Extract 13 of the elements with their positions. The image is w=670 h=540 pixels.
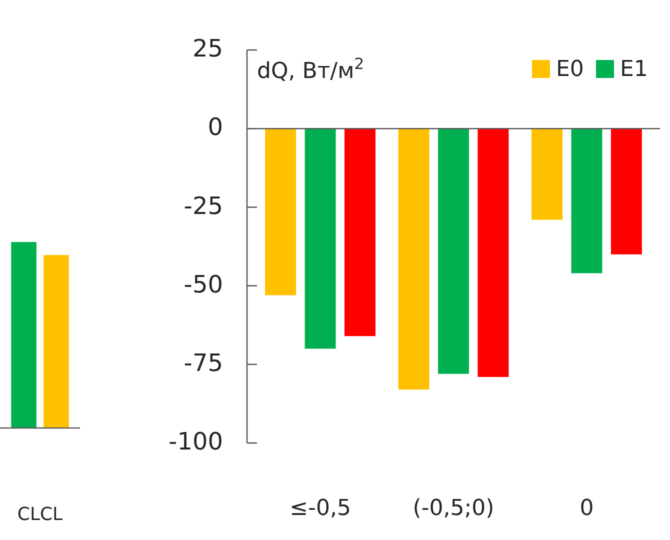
legend-label: E0	[556, 57, 584, 82]
y-tick-label: -25	[184, 192, 223, 220]
y-tick-label: -75	[184, 348, 223, 377]
y-tick-label: 0	[208, 113, 223, 142]
y-axis-title: dQ, Вт/м$^{2}$	[257, 55, 364, 84]
x-tick-label: 0	[580, 496, 594, 521]
y-tick-label: -100	[168, 428, 223, 456]
y-tick-label: 25	[192, 34, 223, 63]
x-tick-label: (-0,5;0)	[412, 496, 494, 521]
legend-label: E1	[620, 57, 648, 82]
y-tick-label: -50	[184, 270, 223, 298]
x-tick-label: ≤-0,5	[290, 496, 351, 521]
x-tick-label: CLCL	[17, 504, 63, 525]
